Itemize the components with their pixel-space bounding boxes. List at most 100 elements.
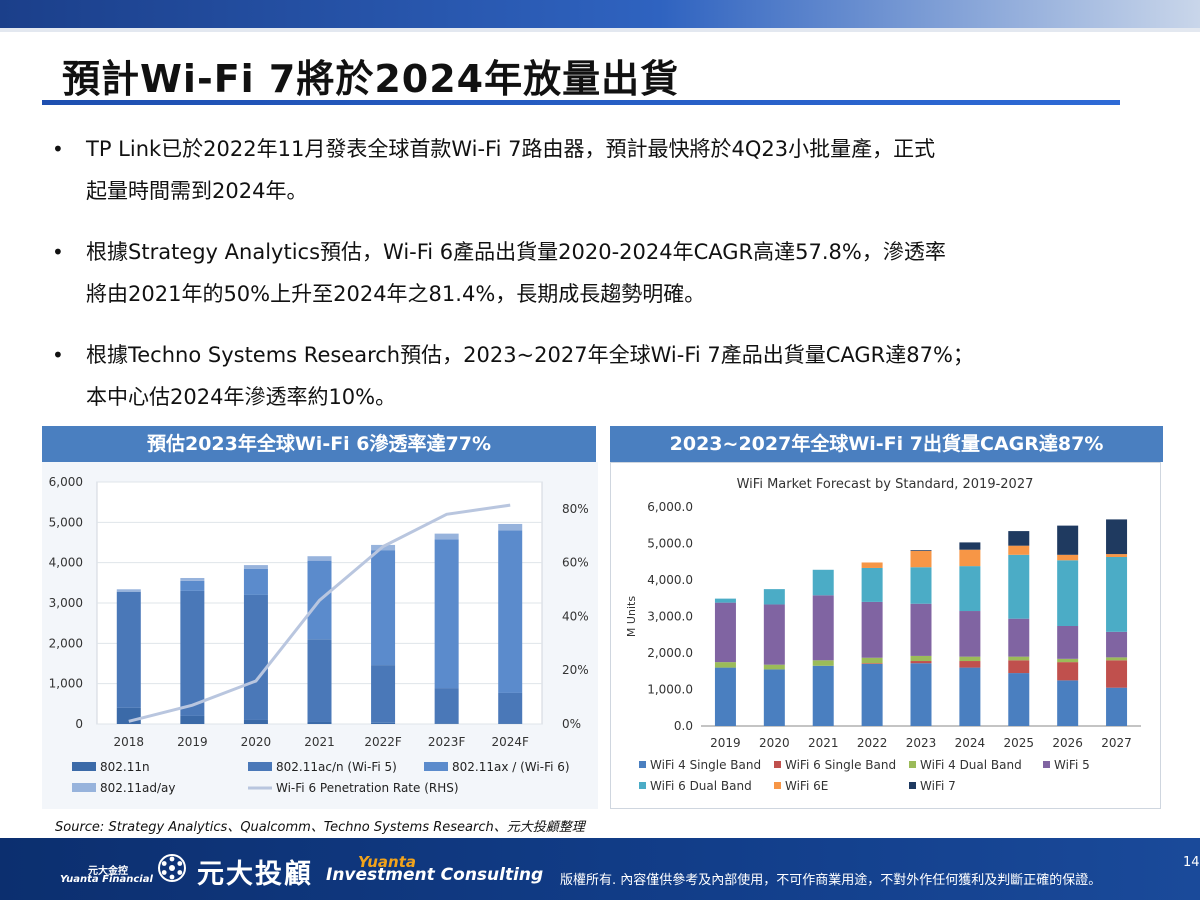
legend-swatch [424,762,448,771]
wifi6-penetration-chart: 0 1,000 2,000 3,000 4,000 5,000 6,000 0% 20% 40% 6… [49,475,589,795]
x-tick-label: 2024F [491,735,529,749]
x-tick-label: 2025 [1004,736,1035,750]
y-tick-label: 5,000 [49,515,83,529]
bar-segment [763,604,785,665]
bar-segment [959,667,981,726]
bullet-item: • 根據Techno Systems Research預估，2023~2027年… [50,334,1160,418]
legend-swatch [774,782,781,789]
bar-segment [243,565,268,569]
bar-segment [371,722,396,724]
y-tick-label: 6,000.0 [647,500,693,514]
x-tick-label: 2019 [177,735,208,749]
bar-segment [1106,557,1128,632]
bar-segment [910,655,932,662]
right-chart-panel: WiFi Market Forecast by Standard, 2019-2… [610,462,1161,809]
bar-segment [910,550,932,551]
bullet-item: • TP Link已於2022年11月發表全球首款Wi-Fi 7路由器，預計最快… [50,128,1160,212]
legend-swatch [639,761,646,768]
legend-label: Wi-Fi 6 Penetration Rate (RHS) [276,781,459,795]
bar-segment [1106,519,1128,555]
bar-segment [910,661,932,664]
bar-segment [1106,631,1128,658]
legend-swatch [72,762,96,771]
x-tick-label: 2026 [1052,736,1083,750]
bar-segment [116,707,141,724]
chart-title: WiFi Market Forecast by Standard, 2019-2… [737,477,1034,492]
bar-segment [1008,531,1030,546]
bullet-list: • TP Link已於2022年11月發表全球首款Wi-Fi 7路由器，預計最快… [50,128,1160,437]
y-tick-label: 2,000 [49,636,83,650]
bar-segment [812,660,834,666]
bar-segment [1057,680,1079,726]
bullet-item: • 根據Strategy Analytics預估，Wi-Fi 6產品出貨量202… [50,231,1160,315]
brand-name: 元大投顧 [197,859,313,890]
y-tick-label: 5,000.0 [647,537,693,551]
consulting-wordmark: Investment Consulting [326,865,544,885]
y-axis-label: M Units [625,596,638,637]
legend-label: WiFi 4 Single Band [650,758,761,772]
bar-segment [307,556,332,561]
bar-segment [116,589,141,592]
y-tick-label: 3,000 [49,596,83,610]
legend-label: 802.11ad/ay [100,781,175,795]
y2-tick-label: 20% [562,663,589,677]
bar-segment [861,562,883,568]
legend-label: WiFi 6E [785,779,828,793]
bar-segment [371,550,396,666]
bar-segment [1008,545,1030,555]
bar-segment [1106,657,1128,661]
bar-segment [1057,554,1079,561]
legend-label: WiFi 7 [920,779,956,793]
bar-segment [959,549,981,567]
bar-segment [1057,560,1079,626]
bar-segment [959,611,981,657]
bar-segment [243,719,268,724]
title-underline [42,100,1120,105]
group-name-en: Yuanta Financial [60,874,153,885]
x-tick-label: 2022 [857,736,888,750]
bar-segment [714,667,736,726]
bar-segment [910,550,932,568]
page-number: 14 [1183,855,1200,870]
x-tick-label: 2022F [364,735,402,749]
legend-swatch [639,782,646,789]
bar-segment [180,580,205,591]
bullet-line: 本中心估2024年滲透率約10%。 [86,385,397,409]
bar-segment [959,661,981,668]
copyright-notice: 版權所有. 內容僅供參考及內部使用，不可作商業用途，不對外作任何獲利及判斷正確的… [560,873,1102,888]
bar-segment [1106,554,1128,558]
source-note: Source: Strategy Analytics、Qualcomm、Tech… [55,820,585,835]
legend-swatch [72,783,96,792]
bar-segment [714,662,736,668]
bar-segment [1106,687,1128,726]
bar-segment [434,723,459,724]
bar-segment [861,663,883,664]
bullet-line: TP Link已於2022年11月發表全球首款Wi-Fi 7路由器，預計最快將於… [86,137,936,161]
bar-segment [763,664,785,670]
bar-segment [1106,660,1128,688]
bullet-line: 起量時間需到2024年。 [86,179,308,203]
wifi-forecast-chart: WiFi Market Forecast by Standard, 2019-2… [625,477,1141,793]
y-tick-label: 0 [75,717,83,731]
page-title: 預計Wi-Fi 7將於2024年放量出貨 [62,57,680,101]
bar-segment [434,539,459,689]
bar-segment [714,598,736,603]
x-tick-label: 2018 [114,735,145,749]
bar-segment [180,715,205,724]
x-tick-label: 2024 [955,736,986,750]
legend-swatch [1043,761,1050,768]
group-name-cn: 元大金控 [88,866,128,877]
bar-segment [180,590,205,716]
bullet-dot: • [52,343,64,367]
right-chart-header: 2023~2027年全球Wi-Fi 7出貨量CAGR達87% [610,426,1163,462]
bullet-line: 將由2021年的50%上升至2024年之81.4%，長期成長趨勢明確。 [86,282,706,306]
y-tick-label: 4,000.0 [647,573,693,587]
y-tick-label: 1,000 [49,677,83,691]
bar-segment [959,656,981,662]
penetration-line [128,503,511,723]
legend-swatch [774,761,781,768]
y2-tick-label: 80% [562,502,589,516]
bar-segment [498,530,523,693]
legend-label: WiFi 6 Single Band [785,758,896,772]
y-tick-label: 1,000.0 [647,683,693,697]
